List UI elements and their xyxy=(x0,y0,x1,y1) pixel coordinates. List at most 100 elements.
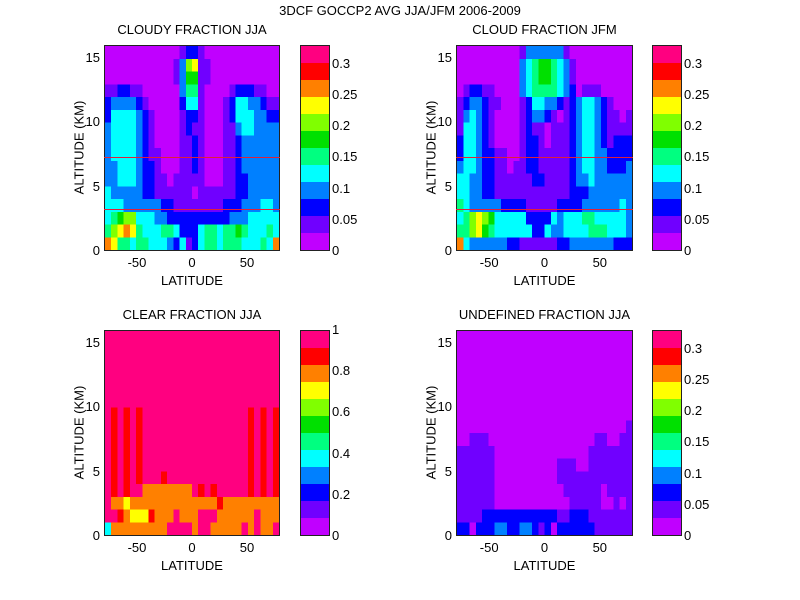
x-tick-label: 0 xyxy=(188,255,196,270)
colorbar-swatch xyxy=(301,114,329,131)
colorbar xyxy=(300,330,330,536)
figure-title: 3DCF GOCCP2 AVG JJA/JFM 2006-2009 xyxy=(279,3,521,18)
panel-title: CLOUDY FRACTION JJA xyxy=(117,22,267,37)
colorbar-swatch xyxy=(653,433,681,450)
y-tick-label: 5 xyxy=(444,178,452,194)
colorbar-swatch xyxy=(653,467,681,484)
x-tick-label: 50 xyxy=(592,255,608,270)
colorbar-tick-label: 0.25 xyxy=(332,86,358,102)
colorbar-tick-label: 0.25 xyxy=(684,371,710,387)
colorbar-swatch xyxy=(653,348,681,365)
colorbar-swatch xyxy=(301,46,329,63)
colorbar-swatch xyxy=(301,467,329,484)
y-tick-label: 0 xyxy=(92,243,100,258)
colorbar-swatch xyxy=(301,63,329,80)
colorbar-tick-label: 0.15 xyxy=(332,149,358,165)
colorbar-tick-label: 0.05 xyxy=(684,211,710,227)
colorbar-tick-label: 0 xyxy=(332,243,340,258)
colorbar-swatch xyxy=(653,399,681,416)
colorbar-swatch xyxy=(653,97,681,114)
colorbar-swatch xyxy=(653,63,681,80)
colorbar xyxy=(652,45,682,251)
colorbar xyxy=(300,45,330,251)
x-tick-label: 0 xyxy=(540,255,549,270)
y-tick-label: 15 xyxy=(85,334,100,350)
panel-title: CLEAR FRACTION JJA xyxy=(122,307,262,322)
colorbar-tick-label: 0.15 xyxy=(684,149,710,165)
x-tick-label: 0 xyxy=(540,540,549,555)
colorbar-swatch xyxy=(301,182,329,199)
colorbar-swatch xyxy=(653,382,681,399)
colorbar-swatch xyxy=(301,148,329,165)
y-axis-label: ALTITUDE (KM) xyxy=(423,385,439,480)
reference-line xyxy=(456,208,633,210)
y-axis-label: ALTITUDE (KM) xyxy=(71,385,87,480)
heatmap-canvas xyxy=(457,331,632,535)
x-tick-label: 0 xyxy=(188,540,196,555)
colorbar-tick-label: 0 xyxy=(684,243,692,258)
colorbar-swatch xyxy=(301,416,329,433)
x-tick-label: -50 xyxy=(127,540,147,555)
y-tick-label: 5 xyxy=(92,178,100,194)
colorbar-tick-label: 0.15 xyxy=(684,434,710,450)
x-axis-label: LATITUDE xyxy=(513,558,576,573)
colorbar-tick-label: 0.2 xyxy=(332,118,351,134)
x-tick-label: 50 xyxy=(592,540,608,555)
y-tick-label: 10 xyxy=(85,399,100,415)
y-axis-label: ALTITUDE (KM) xyxy=(71,100,87,195)
colorbar-swatch xyxy=(653,46,681,63)
y-tick-label: 10 xyxy=(85,114,100,130)
colorbar-tick-label: 0 xyxy=(684,528,692,543)
colorbar-tick-label: 0.6 xyxy=(332,404,351,420)
y-tick-label: 15 xyxy=(437,49,452,65)
colorbar-swatch xyxy=(653,331,681,348)
colorbar-swatch xyxy=(653,365,681,382)
colorbar-swatch xyxy=(301,433,329,450)
colorbar-swatch xyxy=(653,148,681,165)
colorbar-swatch xyxy=(653,114,681,131)
reference-line xyxy=(104,157,280,158)
colorbar-tick-label: 0.25 xyxy=(684,86,710,102)
colorbar-tick-label: 0.2 xyxy=(684,118,703,134)
colorbar-swatch xyxy=(653,165,681,182)
colorbar-swatch xyxy=(653,501,681,518)
x-tick-label: 50 xyxy=(239,540,255,555)
colorbar-tick-label: 0.2 xyxy=(332,486,351,502)
y-tick-label: 0 xyxy=(92,528,100,543)
colorbar-swatch xyxy=(653,450,681,467)
x-axis-label: LATITUDE xyxy=(513,273,576,288)
colorbar-tick-label: 0.05 xyxy=(684,496,710,512)
y-tick-label: 0 xyxy=(444,528,452,543)
panel-title: UNDEFINED FRACTION JJA xyxy=(458,307,631,322)
heatmap-plot-area xyxy=(456,45,633,251)
colorbar-tick-label: 0.3 xyxy=(684,340,703,356)
colorbar-tick-label: 0.3 xyxy=(684,55,703,71)
colorbar xyxy=(652,330,682,536)
y-axis-label: ALTITUDE (KM) xyxy=(423,100,439,195)
colorbar-tick-label: 1 xyxy=(332,322,340,337)
colorbar-swatch xyxy=(301,365,329,382)
colorbar-swatch xyxy=(301,399,329,416)
y-tick-label: 5 xyxy=(444,463,452,479)
y-tick-label: 5 xyxy=(92,463,100,479)
reference-line xyxy=(104,208,280,210)
heatmap-plot-area xyxy=(456,330,633,536)
y-tick-label: 15 xyxy=(437,334,452,350)
colorbar-swatch xyxy=(653,216,681,233)
colorbar-tick-label: 0.3 xyxy=(332,55,351,71)
colorbar-swatch xyxy=(301,233,329,250)
colorbar-swatch xyxy=(653,80,681,97)
colorbar-tick-label: 0.1 xyxy=(332,180,351,196)
heatmap-plot-area xyxy=(104,330,280,536)
colorbar-swatch xyxy=(653,416,681,433)
colorbar-swatch xyxy=(301,80,329,97)
x-tick-label: -50 xyxy=(127,255,147,270)
x-tick-label: -50 xyxy=(479,540,499,555)
colorbar-swatch xyxy=(301,97,329,114)
x-axis-label: LATITUDE xyxy=(161,558,223,573)
reference-line xyxy=(456,157,633,158)
colorbar-swatch xyxy=(653,484,681,501)
y-tick-label: 10 xyxy=(437,114,452,130)
colorbar-tick-label: 0.8 xyxy=(332,363,351,379)
colorbar-tick-label: 0.4 xyxy=(332,445,351,461)
